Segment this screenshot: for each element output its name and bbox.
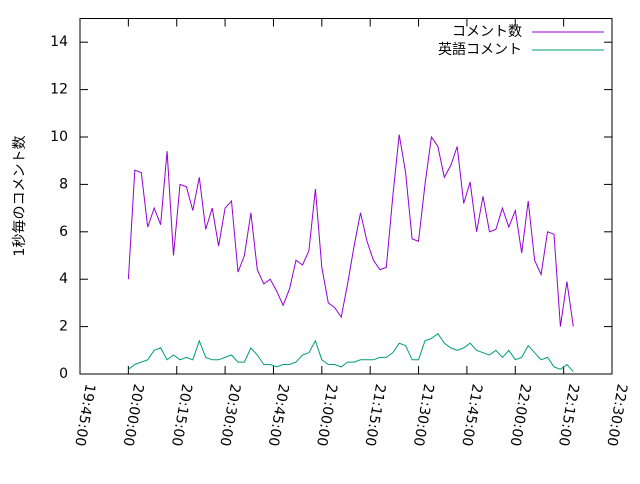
legend-label: コメント数 (452, 24, 522, 40)
y-tick-label: 2 (59, 319, 68, 335)
x-tick-label: 22:30:00 (603, 383, 630, 448)
y-tick-label: 12 (50, 82, 68, 98)
y-tick-label: 8 (59, 176, 68, 192)
y-tick-label: 14 (50, 34, 68, 50)
y-tick-label: 4 (59, 271, 68, 287)
x-tick-label: 22:00:00 (506, 383, 533, 448)
x-tick-label: 21:30:00 (410, 383, 437, 448)
data-line (127, 134, 574, 327)
legend-label: 英語コメント (438, 41, 522, 58)
plot-border (79, 18, 613, 375)
data-line (128, 332, 574, 372)
x-tick-label: 20:30:00 (216, 383, 243, 448)
y-tick-label: 0 (59, 366, 68, 382)
x-tick-label: 21:00:00 (313, 383, 340, 448)
x-tick-label: 19:45:00 (71, 383, 98, 448)
y-tick-label: 10 (50, 129, 68, 145)
x-tick-label: 20:15:00 (168, 383, 195, 448)
x-tick-label: 21:15:00 (361, 383, 388, 448)
y-tick-label: 6 (59, 224, 68, 240)
x-tick-label: 20:45:00 (265, 383, 292, 448)
y-axis-label: 1秒毎のコメント数 (12, 136, 28, 257)
x-tick-label: 22:15:00 (555, 383, 582, 448)
x-tick-label: 21:45:00 (458, 383, 485, 448)
x-tick-label: 20:00:00 (120, 383, 147, 448)
